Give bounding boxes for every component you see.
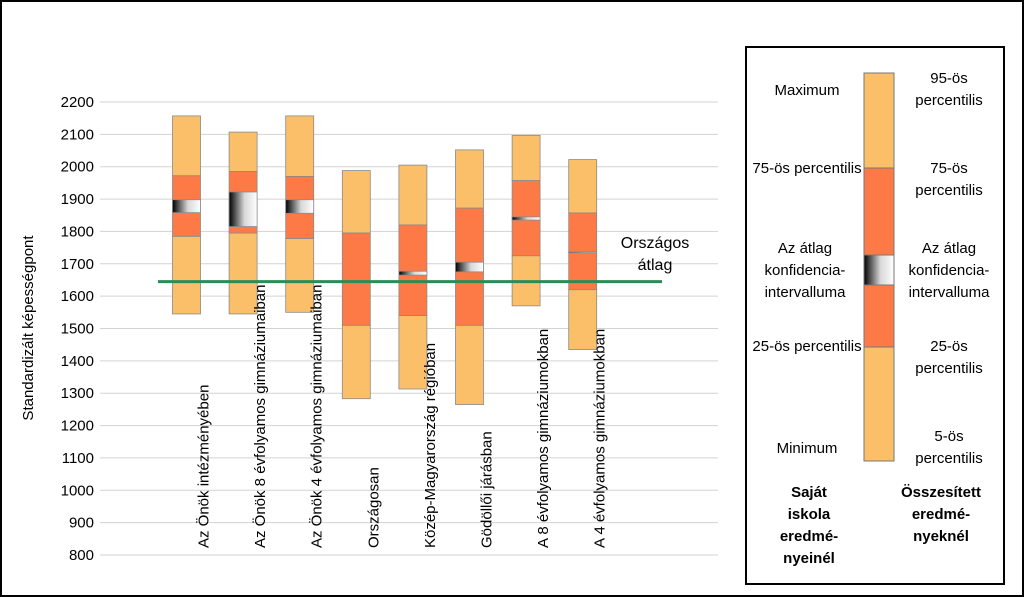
legend-box xyxy=(863,72,895,462)
category-label: A 8 évfolyamos gimnáziumokban xyxy=(535,329,552,548)
box-1 xyxy=(228,131,258,315)
y-tick-label: 2200 xyxy=(61,94,94,111)
box-lower-whisker xyxy=(455,324,484,405)
box-mean-ci xyxy=(228,191,258,227)
legend-left-ci: Az átlag konfidencia-intervalluma xyxy=(764,240,846,301)
y-tick-label: 1800 xyxy=(61,223,94,240)
legend-ci xyxy=(863,254,895,286)
category-label: Az Önök 4 évfolyamos gimnáziumaiban xyxy=(308,285,326,548)
legend-right-header: Összesített eredmé-nyeknél xyxy=(900,484,982,545)
box-5 xyxy=(455,149,484,405)
box-lower-whisker xyxy=(172,235,201,315)
legend-lower-inner xyxy=(863,284,895,348)
y-tick-label: 1000 xyxy=(61,482,94,499)
y-tick-label: 1700 xyxy=(61,256,94,273)
box-mean-ci xyxy=(398,270,428,276)
legend: Maximum 75-ös percentilis Az átlag konfi… xyxy=(745,46,1005,585)
y-tick-label: 1500 xyxy=(61,321,94,338)
legend-left-header: Saját iskola eredmé-nyeinél xyxy=(779,484,839,567)
box-mean-ci xyxy=(511,216,541,221)
legend-upper-inner xyxy=(863,167,895,256)
y-tick-label: 900 xyxy=(69,515,94,532)
legend-left-q1: 25-ös percentilis xyxy=(752,338,862,355)
box-upper-whisker xyxy=(228,131,258,172)
box-mean-ci xyxy=(455,261,484,273)
box-mean-ci xyxy=(285,199,315,214)
box-upper-whisker xyxy=(341,170,371,234)
y-tick-label: 1400 xyxy=(61,353,94,370)
category-label: Országosan xyxy=(365,467,382,548)
box-upper-whisker xyxy=(455,149,484,209)
box-4 xyxy=(398,164,428,390)
legend-right-p5: 5-ös percentilis xyxy=(915,428,983,467)
legend-right-q3: 75-ös percentilis xyxy=(915,160,983,199)
box-upper-whisker xyxy=(285,115,315,177)
legend-lower-outer xyxy=(863,346,895,462)
box-0 xyxy=(172,115,201,315)
category-label: A 4 évfolyamos gimnáziumokban xyxy=(592,329,609,548)
box-lower-whisker xyxy=(568,289,598,350)
box-lower-whisker xyxy=(228,232,258,315)
box-upper-whisker xyxy=(172,115,201,177)
national-average-label-line2: átlag xyxy=(638,257,673,274)
category-label: Gödöllői járásban xyxy=(479,431,496,548)
box-upper-whisker xyxy=(511,134,541,182)
national-average-label-line1: Országos xyxy=(621,235,689,252)
legend-left-q3: 75-ös percentilis xyxy=(752,160,862,177)
box-2 xyxy=(285,115,315,313)
legend-upper-outer xyxy=(863,72,895,169)
y-tick-label: 1100 xyxy=(62,450,94,467)
box-mean-ci xyxy=(568,251,598,254)
y-axis-label: Standardizált képességpont xyxy=(20,235,37,421)
box-lower-whisker xyxy=(285,238,315,313)
box-3 xyxy=(341,170,371,400)
y-axis-ticks: 800 900 1000 1100 1200 1300 1400 1500 1600 1700 18… xyxy=(61,94,94,564)
box-iqr xyxy=(341,232,371,326)
y-tick-label: 2100 xyxy=(61,126,94,143)
box-mean-ci xyxy=(172,199,201,214)
legend-right-q1: 25-ös percentilis xyxy=(915,338,983,377)
box-iqr xyxy=(568,212,598,291)
y-tick-label: 1900 xyxy=(61,191,94,208)
y-tick-label: 800 xyxy=(69,547,94,564)
box-7 xyxy=(568,159,598,350)
legend-left-min: Minimum xyxy=(776,440,838,457)
box-iqr xyxy=(398,224,428,316)
box-upper-whisker xyxy=(398,164,428,226)
box-lower-whisker xyxy=(341,324,371,400)
y-tick-label: 1300 xyxy=(61,385,94,402)
box-upper-whisker xyxy=(568,159,598,214)
category-label: Az Önök 8 évfolyamos gimnáziumaiban xyxy=(251,285,269,548)
y-tick-label: 1600 xyxy=(61,288,94,305)
legend-left-max: Maximum xyxy=(774,82,840,99)
y-tick-label: 2000 xyxy=(61,159,94,176)
category-label: Közép-Magyarország régióban xyxy=(422,343,439,548)
legend-right-ci: Az átlag konfidencia-intervalluma xyxy=(908,240,990,301)
category-labels: Az Önök intézményében Az Önök 8 évfolyamo… xyxy=(195,285,609,548)
legend-right-p95: 95-ös percentilis xyxy=(915,70,983,109)
category-label: Az Önök intézményében xyxy=(195,385,213,548)
y-tick-label: 1200 xyxy=(61,418,94,435)
